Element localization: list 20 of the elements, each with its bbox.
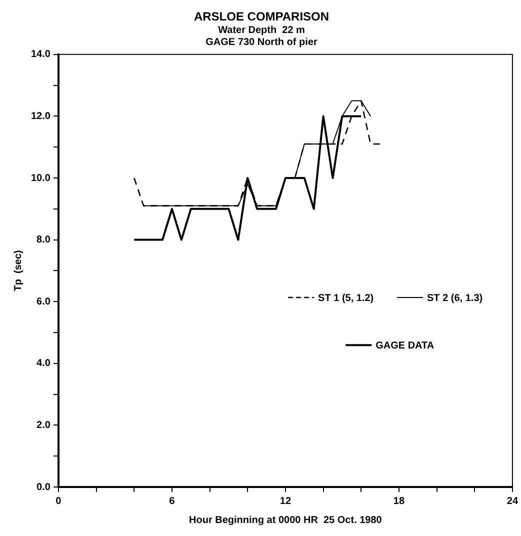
y-tick-label: 0.0	[36, 482, 51, 493]
y-axis-title: Tp (sec)	[12, 250, 24, 292]
legend-label: ST 1 (5, 1.2)	[318, 292, 374, 304]
legend-label: ST 2 (6, 1.3)	[427, 292, 483, 304]
x-tick-label: 12	[280, 496, 292, 507]
x-tick-label: 18	[393, 496, 405, 507]
chart-subtitle: Water Depth 22 m GAGE 730 North of pier	[206, 25, 318, 48]
y-tick-label: 2.0	[36, 420, 51, 431]
y-tick-label: 14.0	[30, 49, 51, 60]
y-tick-label: 10.0	[30, 172, 51, 184]
x-axis-title: Hour Beginning at 0000 HR 25 Oct. 1980	[189, 514, 382, 526]
y-tick-label: 6.0	[36, 296, 51, 308]
legend-label: GAGE DATA	[376, 340, 434, 352]
y-tick-label: 4.0	[36, 358, 51, 370]
x-tick-label: 0	[56, 496, 62, 507]
x-tick-label: 6	[169, 496, 176, 507]
chart-title: ARSLOE COMPARISON	[194, 10, 330, 24]
x-tick-label: 24	[506, 496, 518, 507]
y-tick-label: 12.0	[30, 110, 51, 122]
y-tick-label: 8.0	[36, 234, 51, 246]
